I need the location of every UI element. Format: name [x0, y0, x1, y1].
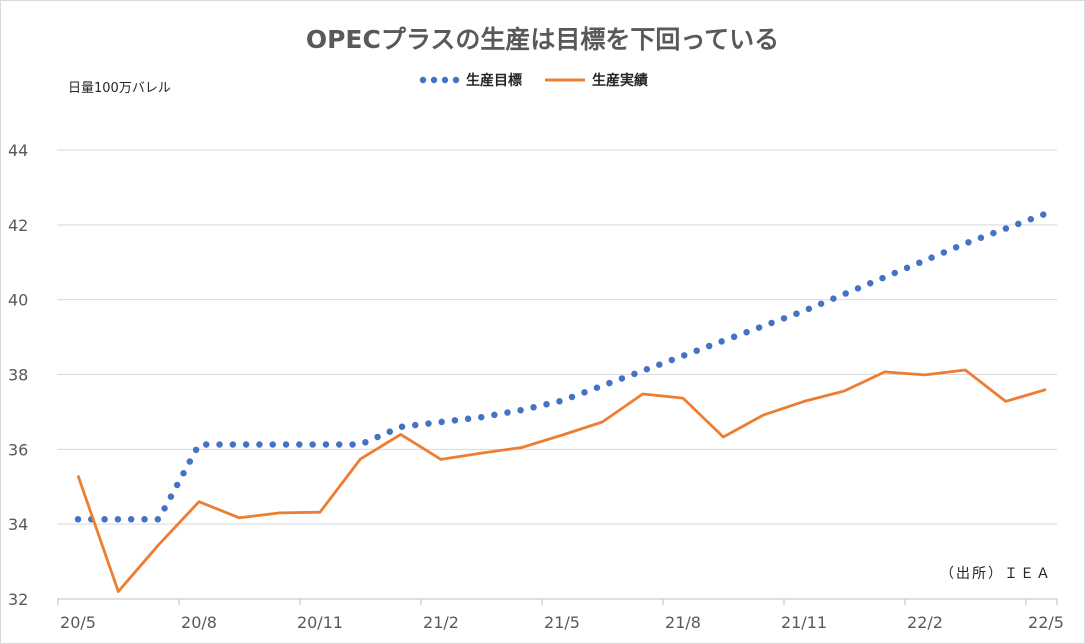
data-point-actual: [279, 512, 281, 514]
series-line-target: [74, 210, 1050, 523]
legend-label-target: 生産目標: [466, 73, 522, 89]
data-point-actual: [642, 393, 644, 395]
data-point-actual: [480, 452, 482, 454]
y-tick-label: 32: [8, 590, 28, 609]
data-point-actual: [238, 517, 240, 519]
data-point-actual: [884, 371, 886, 373]
y-tick-label: 42: [8, 216, 28, 235]
y-tick-label: 44: [8, 141, 28, 160]
x-tick-label: 21/8: [665, 613, 701, 632]
data-point-target: [1005, 228, 1007, 230]
data-point-actual: [682, 397, 684, 399]
y-tick-label: 40: [8, 291, 28, 310]
x-tick-label: 20/8: [181, 613, 217, 632]
data-point-target: [803, 310, 805, 312]
data-point-actual: [843, 390, 845, 392]
data-point-target: [843, 293, 845, 295]
data-point-target: [642, 370, 644, 372]
data-point-actual: [924, 374, 926, 376]
legend-item-target: 生産目標: [418, 70, 522, 90]
data-point-target: [238, 443, 240, 445]
data-point-target: [682, 355, 684, 357]
data-point-target: [763, 325, 765, 327]
data-point-target: [480, 416, 482, 418]
data-point-target: [279, 443, 281, 445]
y-tick-label: 36: [8, 440, 28, 459]
x-tick-label: 22/2: [907, 613, 943, 632]
legend: 生産目標 生産実績: [418, 70, 670, 90]
data-point-target: [1045, 213, 1047, 215]
data-point-actual: [359, 458, 361, 460]
data-point-target: [117, 518, 119, 520]
data-point-target: [964, 243, 966, 245]
data-point-target: [77, 518, 79, 520]
data-point-actual: [803, 400, 805, 402]
data-point-actual: [561, 434, 563, 436]
data-point-actual: [400, 433, 402, 435]
data-point-actual: [601, 421, 603, 423]
y-axis-unit-label: 日量100万バレル: [68, 81, 171, 96]
data-point-actual: [158, 544, 160, 546]
data-point-actual: [763, 414, 765, 416]
data-point-actual: [1005, 400, 1007, 402]
data-point-actual: [964, 369, 966, 371]
series-line-actual: [76, 368, 1047, 593]
data-point-actual: [521, 446, 523, 448]
x-tick-label: 21/2: [423, 613, 459, 632]
data-point-target: [440, 421, 442, 423]
legend-solid-line-icon: [545, 78, 585, 82]
y-tick-label: 34: [8, 515, 28, 534]
data-point-actual: [722, 436, 724, 438]
data-point-target: [884, 276, 886, 278]
data-point-target: [521, 409, 523, 411]
data-point-target: [359, 443, 361, 445]
legend-label-actual: 生産実績: [592, 73, 648, 89]
data-point-actual: [1045, 388, 1047, 390]
data-point-target: [561, 400, 563, 402]
data-point-target: [924, 259, 926, 261]
x-tick-label: 21/11: [781, 613, 827, 632]
chart-title: OPECプラスの生産は目標を下回っている: [305, 25, 780, 54]
x-tick-label: 20/11: [297, 613, 343, 632]
data-point-actual: [77, 475, 79, 477]
data-point-target: [400, 426, 402, 428]
data-point-target: [601, 385, 603, 387]
x-tick-label: 20/5: [60, 613, 96, 632]
data-point-actual: [198, 501, 200, 503]
x-tick-label: 22/5: [1028, 613, 1064, 632]
data-point-target: [198, 443, 200, 445]
data-point-target: [722, 340, 724, 342]
legend-item-actual: 生産実績: [544, 70, 648, 90]
source-note: （出所）ＩＥＡ: [940, 566, 1052, 582]
y-tick-label: 38: [8, 366, 28, 385]
data-point-actual: [117, 591, 119, 593]
legend-dotted-line-icon: [419, 76, 460, 84]
data-point-actual: [440, 458, 442, 460]
x-tick-label: 21/5: [544, 613, 580, 632]
data-point-target: [158, 518, 160, 520]
data-point-target: [319, 443, 321, 445]
data-point-actual: [319, 511, 321, 513]
